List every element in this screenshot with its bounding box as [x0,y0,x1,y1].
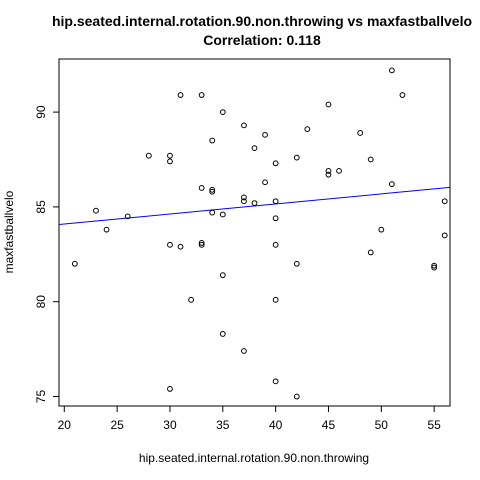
plot-frame [58,58,451,407]
y-tick-label: 90 [34,105,48,119]
data-point [177,92,184,98]
data-point [209,186,216,193]
data-point [388,181,395,188]
data-point [441,232,448,239]
data-point [272,160,279,167]
data-point [177,243,184,250]
data-point [145,152,152,159]
data-point [293,154,300,161]
chart-title: hip.seated.internal.rotation.90.non.thro… [52,13,472,29]
data-point [167,158,173,165]
data-point [262,131,268,138]
data-point [388,67,395,74]
data-point [93,207,99,214]
x-tick-label: 35 [216,418,230,432]
x-tick-label: 30 [163,418,177,432]
data-point [71,260,78,267]
y-tick-label: 85 [34,200,48,214]
y-tick-label: 80 [34,295,48,309]
data-point [367,156,374,163]
data-point [336,167,342,174]
data-point [293,260,300,267]
data-point [198,241,205,248]
data-point [167,241,173,248]
data-point [198,92,205,98]
data-point [241,194,247,201]
data-point [399,92,406,98]
x-tick-label: 40 [269,418,283,432]
data-point [124,213,131,220]
data-point [251,200,258,207]
data-point [325,171,332,178]
data-point [293,393,300,400]
data-point [219,331,226,337]
data-points [71,67,448,400]
data-point [167,152,173,159]
data-point [272,378,279,385]
data-point [241,122,247,129]
data-point [198,185,205,191]
data-point [367,249,374,256]
data-point [103,226,110,233]
data-point [431,262,438,269]
x-tick-label: 55 [427,418,441,432]
data-point [251,145,258,152]
data-point [209,209,216,216]
data-point [378,226,385,233]
x-tick-label: 50 [375,418,389,432]
data-point [209,137,216,144]
y-tick-label: 75 [34,390,48,404]
data-point [272,198,279,205]
y-axis: 75 80 85 90 [34,105,59,403]
data-point [304,126,311,133]
data-point [209,188,216,195]
data-point [325,101,332,108]
x-axis: 20 25 30 35 40 45 50 55 [58,406,441,432]
data-point [325,167,332,174]
data-point [198,240,205,246]
y-axis-label: maxfastballvelo [2,190,16,273]
data-point [441,198,448,205]
data-point [431,264,438,271]
data-point [219,109,226,115]
x-tick-label: 45 [322,418,336,432]
data-point [272,296,279,303]
data-point [357,130,364,136]
data-point [219,272,226,279]
data-point [167,386,173,392]
x-tick-label: 25 [110,418,124,432]
chart-subtitle: Correlation: 0.118 [203,32,321,48]
data-point [241,198,247,205]
data-point [272,241,279,248]
data-point [272,215,279,222]
data-point [219,211,226,218]
x-tick-label: 20 [58,418,72,432]
data-point [188,296,194,303]
data-point [262,179,268,186]
x-axis-label: hip.seated.internal.rotation.90.non.thro… [139,451,369,465]
data-point [241,348,247,354]
